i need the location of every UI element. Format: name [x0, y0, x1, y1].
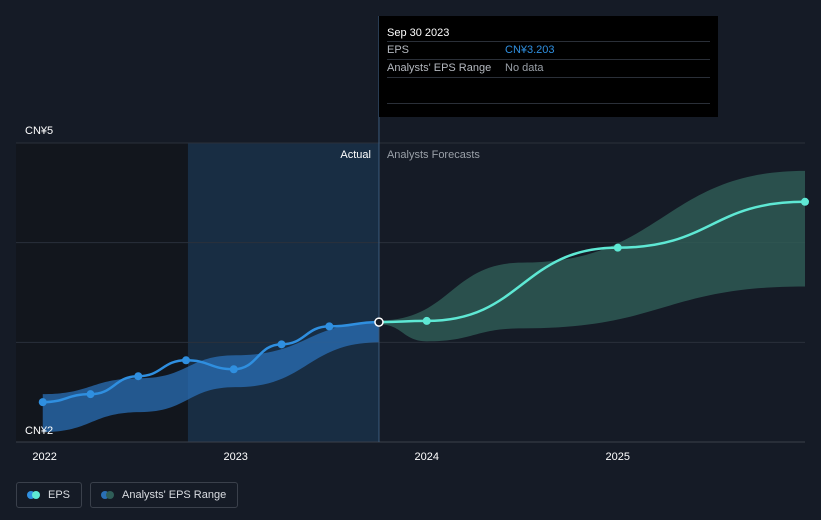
eps-lines	[42, 200, 806, 404]
actual-eps-point	[229, 365, 238, 374]
forecast-region-label: Analysts Forecasts	[387, 149, 480, 161]
range-bands	[42, 170, 805, 433]
tooltip-range-label: Analysts' EPS Range	[387, 62, 492, 74]
tooltip-date: Sep 30 2023	[387, 27, 450, 39]
actual-eps-line	[42, 320, 379, 404]
eps-points	[38, 197, 809, 407]
forecast-eps-point	[422, 316, 431, 325]
actual-eps-point	[134, 372, 143, 381]
tooltip: Sep 30 2023 EPS CN¥3.203 Analysts' EPS R…	[379, 16, 718, 117]
actual-eps-point	[182, 356, 191, 365]
legend: EPS Analysts' EPS Range	[16, 482, 239, 508]
forecast-eps-line	[378, 200, 806, 324]
tooltip-eps-value: CN¥3.203	[505, 44, 555, 56]
range-legend-icon	[101, 491, 115, 499]
tooltip-row-range: Analysts' EPS Range No data	[387, 59, 710, 77]
actual-region-label: Actual	[340, 149, 371, 161]
tooltip-row-eps: EPS CN¥3.203	[387, 41, 710, 59]
legend-eps-label: EPS	[48, 489, 71, 501]
actual-eps-point	[86, 390, 95, 399]
eps-legend-icon	[27, 491, 40, 499]
actual-range-band	[42, 322, 379, 433]
tooltip-eps-label: EPS	[387, 44, 410, 56]
y-tick-label: CN¥2	[25, 425, 53, 437]
forecast-eps-point	[801, 197, 809, 206]
x-tick-label: 2024	[414, 451, 438, 463]
actual-highlight-region	[187, 143, 379, 442]
tooltip-range-value: No data	[505, 62, 544, 74]
legend-eps-toggle[interactable]: EPS	[16, 482, 83, 508]
x-tick-label: 2025	[606, 451, 630, 463]
y-tick-label: CN¥5	[25, 125, 53, 137]
legend-range-toggle[interactable]: Analysts' EPS Range	[90, 482, 239, 508]
forecast-range-band	[378, 170, 805, 342]
tooltip-spacer	[387, 77, 710, 104]
axis-labels: CN¥5 CN¥2 2022 2023 2024 2025	[25, 125, 630, 463]
actual-eps-point	[38, 398, 47, 407]
legend-range-label: Analysts' EPS Range	[122, 489, 227, 501]
actual-eps-point	[277, 340, 286, 349]
forecast-eps-point	[613, 243, 622, 252]
actual-eps-point	[325, 322, 334, 331]
x-tick-label: 2023	[223, 451, 247, 463]
hover-point	[374, 317, 384, 327]
x-tick-label: 2022	[32, 451, 56, 463]
